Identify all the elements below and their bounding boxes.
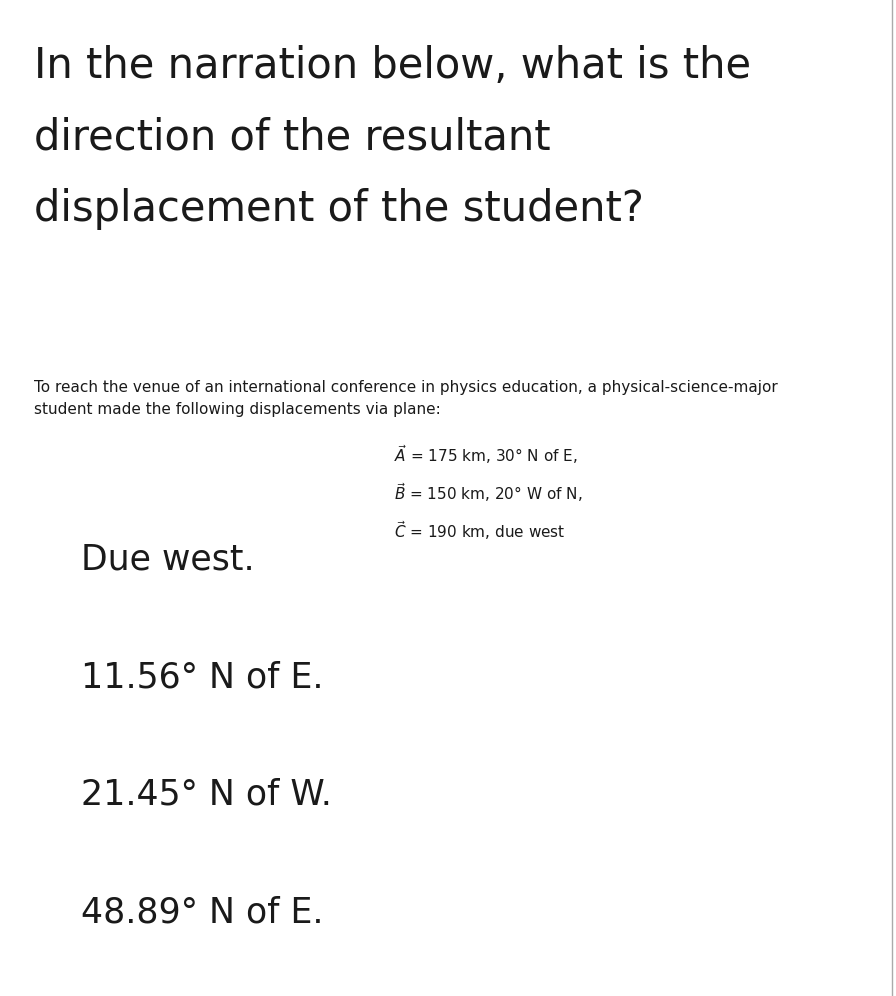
Text: $\vec{B}$ = 150 km, 20° W of N,: $\vec{B}$ = 150 km, 20° W of N, — [394, 481, 582, 504]
Text: 21.45° N of W.: 21.45° N of W. — [81, 778, 332, 812]
Text: To reach the venue of an international conference in physics education, a physic: To reach the venue of an international c… — [34, 380, 778, 395]
Text: $\vec{A}$ = 175 km, 30° N of E,: $\vec{A}$ = 175 km, 30° N of E, — [394, 443, 578, 466]
Text: In the narration below, what is the: In the narration below, what is the — [34, 45, 751, 87]
Text: 11.56° N of E.: 11.56° N of E. — [81, 660, 323, 694]
Text: displacement of the student?: displacement of the student? — [34, 188, 644, 230]
Text: student made the following displacements via plane:: student made the following displacements… — [34, 402, 441, 417]
Text: 48.89° N of E.: 48.89° N of E. — [81, 895, 323, 929]
Text: $\vec{C}$ = 190 km, due west: $\vec{C}$ = 190 km, due west — [394, 519, 565, 542]
Text: direction of the resultant: direction of the resultant — [34, 117, 551, 158]
Text: Due west.: Due west. — [81, 543, 254, 577]
